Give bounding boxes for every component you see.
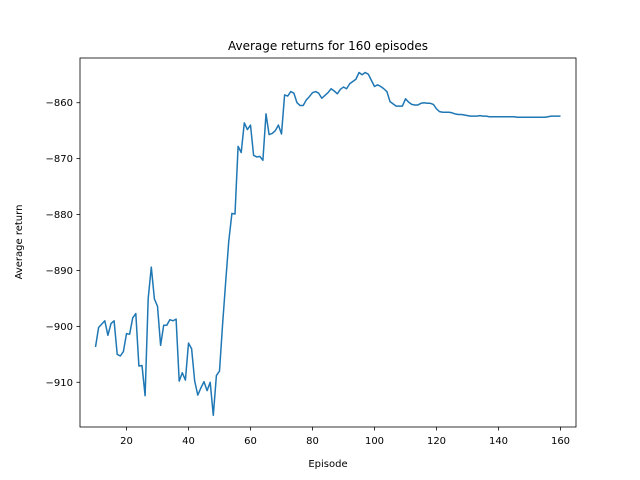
chart-title: Average returns for 160 episodes: [228, 39, 428, 53]
x-tick-label: 40: [182, 436, 195, 447]
x-tick-label: 160: [551, 436, 570, 447]
plot-area: [94, 71, 561, 417]
x-tick-label: 100: [365, 436, 384, 447]
y-tick-label: −880: [46, 210, 73, 221]
x-tick-label: 80: [306, 436, 319, 447]
y-tick-label: −910: [46, 378, 73, 389]
x-tick-label: 60: [244, 436, 257, 447]
y-tick-label: −890: [46, 266, 73, 277]
x-axis: 20 40 60 80 100 120 140 160: [120, 427, 570, 447]
y-tick-label: −870: [46, 154, 73, 165]
y-axis-label: Average return: [14, 205, 25, 280]
plot-frame: [79, 57, 577, 428]
series-line: [94, 71, 561, 417]
x-tick-label: 120: [427, 436, 446, 447]
y-tick-label: −900: [46, 322, 73, 333]
y-tick-label: −860: [46, 98, 73, 109]
x-axis-label: Episode: [308, 459, 347, 470]
x-tick-label: 20: [120, 436, 133, 447]
x-tick-label: 140: [489, 436, 508, 447]
y-axis: −910 −900 −890 −880 −870 −860: [46, 98, 80, 389]
